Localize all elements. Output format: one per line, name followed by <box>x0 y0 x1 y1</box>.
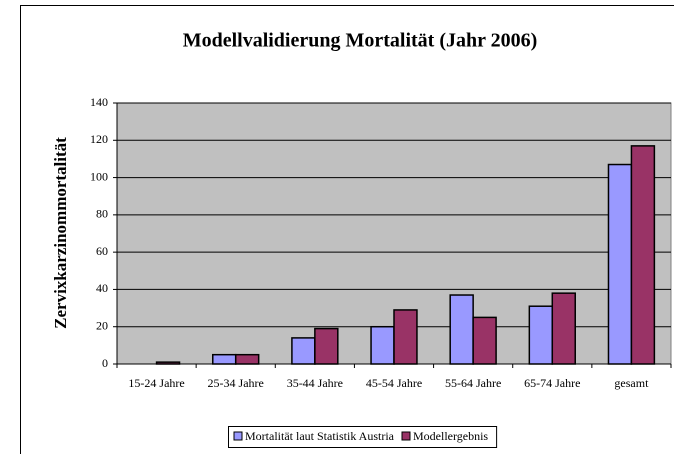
legend-label: Mortalität laut Statistik Austria <box>245 429 395 443</box>
y-tick-label: 40 <box>96 281 108 295</box>
bar <box>528 305 554 365</box>
y-tick-label: 100 <box>90 169 108 183</box>
x-tick-label: 55-64 Jahre <box>445 376 501 390</box>
y-tick-label: 120 <box>90 132 108 146</box>
x-tick-label: 35-44 Jahre <box>287 376 343 390</box>
bar <box>234 353 260 365</box>
legend-swatch <box>233 431 243 441</box>
y-tick-label: 140 <box>90 95 108 109</box>
x-tick-label: 15-24 Jahre <box>128 376 184 390</box>
x-tick-label: 65-74 Jahre <box>524 376 580 390</box>
bar <box>393 309 418 365</box>
legend <box>228 426 498 448</box>
chart-title: Modellvalidierung Mortalität (Jahr 2006) <box>183 30 538 52</box>
y-tick-label: 0 <box>102 356 108 370</box>
bar <box>370 325 395 365</box>
legend-swatch <box>401 431 411 441</box>
bar <box>630 145 656 365</box>
bar <box>314 327 339 365</box>
y-tick-label: 20 <box>96 318 108 332</box>
bar <box>212 353 237 365</box>
legend-label: Modellergebnis <box>413 429 488 443</box>
y-tick-label: 80 <box>96 207 108 221</box>
bar <box>551 292 576 365</box>
bar <box>449 294 474 365</box>
x-tick-label: gesamt <box>614 376 649 390</box>
bar <box>291 337 316 365</box>
x-tick-label: 25-34 Jahre <box>208 376 264 390</box>
y-axis-label: Zervixkarzinommortalität <box>51 137 70 329</box>
y-tick-label: 60 <box>96 244 108 258</box>
bar <box>607 163 633 365</box>
bar <box>472 316 497 365</box>
x-tick-label: 45-54 Jahre <box>366 376 422 390</box>
